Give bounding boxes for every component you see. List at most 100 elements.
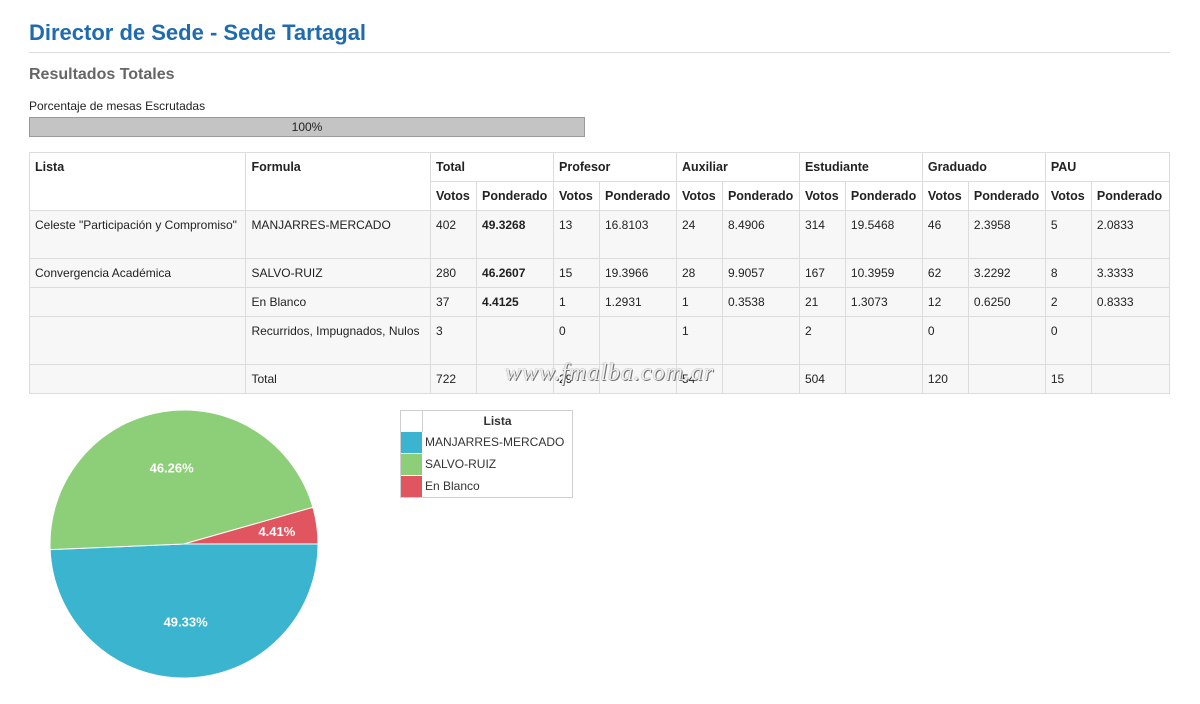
cell-graduado-ponderado: 3.2292	[967, 258, 1046, 288]
cell-auxiliar-ponderado	[721, 316, 800, 365]
progress-fill	[30, 118, 584, 136]
sub-header-ponderado: Ponderado	[476, 181, 554, 211]
cell-total-ponderado: 49.3268	[476, 210, 554, 259]
cell-estudiante-ponderado	[844, 316, 923, 365]
table-row: Celeste "Participación y Compromiso" MAN…	[28, 210, 1171, 259]
cell-estudiante-votos: 314	[798, 210, 846, 259]
cell-lista	[28, 287, 247, 317]
col-header-profesor: Profesor	[553, 152, 677, 182]
cell-estudiante-ponderado: 10.3959	[844, 258, 923, 288]
table-row: En Blanco 37 4.4125 1 1.2931 1 0.3538 21…	[28, 287, 1171, 317]
title-divider	[29, 52, 1170, 53]
cell-graduado-votos: 12	[921, 287, 969, 317]
cell-estudiante-votos: 2	[798, 316, 846, 365]
cell-auxiliar-ponderado: 9.9057	[721, 258, 800, 288]
cell-formula: En Blanco	[245, 287, 432, 317]
cell-profesor-votos: 1	[553, 287, 600, 317]
col-header-pau: PAU	[1044, 152, 1171, 182]
sub-header-ponderado: Ponderado	[1090, 181, 1171, 211]
cell-estudiante-ponderado: 1.3073	[844, 287, 923, 317]
cell-auxiliar-votos: 24	[675, 210, 723, 259]
sub-header-ponderado: Ponderado	[844, 181, 923, 211]
cell-lista	[28, 316, 247, 365]
cell-profesor-ponderado: 16.8103	[598, 210, 677, 259]
sub-header-votos: Votos	[553, 181, 600, 211]
cell-estudiante-ponderado	[844, 364, 923, 394]
cell-total-ponderado: 46.2607	[476, 258, 554, 288]
cell-profesor-ponderado: 1.2931	[598, 287, 677, 317]
pie-slice	[183, 506, 319, 545]
sub-header-votos: Votos	[1044, 181, 1092, 211]
cell-formula: MANJARRES-MERCADO	[245, 210, 432, 259]
cell-profesor-votos: 15	[553, 258, 600, 288]
cell-total-votos: 402	[430, 210, 478, 259]
cell-formula: SALVO-RUIZ	[245, 258, 432, 288]
cell-total-votos: 3	[430, 316, 478, 365]
progress-text: 100%	[291, 120, 323, 134]
cell-pau-votos: 5	[1044, 210, 1092, 259]
pie-slice	[49, 543, 319, 679]
cell-lista	[28, 364, 247, 394]
col-header-estudiante: Estudiante	[798, 152, 923, 182]
table-row: Recurridos, Impugnados, Nulos 3 0 1 2 0 …	[28, 316, 1171, 365]
col-header-formula: Formula	[245, 152, 432, 211]
cell-pau-votos: 0	[1044, 316, 1092, 365]
cell-pau-votos: 8	[1044, 258, 1092, 288]
cell-formula: Total	[245, 364, 432, 394]
sub-header-ponderado: Ponderado	[721, 181, 800, 211]
legend-swatch	[401, 432, 422, 453]
cell-pau-ponderado	[1090, 316, 1171, 365]
cell-profesor-votos: 13	[553, 210, 600, 259]
pie-slice-label: 49.33%	[164, 615, 209, 630]
cell-pau-votos: 15	[1044, 364, 1092, 394]
table-header-row: Lista Formula Total Profesor Auxiliar Es…	[28, 152, 1171, 211]
page-title: Director de Sede - Sede Tartagal	[29, 20, 367, 45]
cell-profesor-votos: 0	[553, 316, 600, 365]
cell-graduado-votos: 120	[921, 364, 969, 394]
cell-graduado-ponderado	[967, 364, 1046, 394]
cell-graduado-ponderado: 2.3958	[967, 210, 1046, 259]
table-row-total: Total 722 29 54 504 120 15	[28, 364, 1171, 394]
sub-header-votos: Votos	[675, 181, 723, 211]
cell-graduado-votos: 62	[921, 258, 969, 288]
cell-lista: Celeste "Participación y Compromiso"	[28, 210, 247, 259]
pie-chart: 49.33% 46.26% 4.41%	[0, 400, 380, 699]
col-header-total: Total	[430, 152, 554, 182]
cell-formula: Recurridos, Impugnados, Nulos	[245, 316, 432, 365]
cell-pau-ponderado: 2.0833	[1090, 210, 1171, 259]
results-table: Lista Formula Total Profesor Auxiliar Es…	[28, 152, 1171, 394]
cell-estudiante-votos: 167	[798, 258, 846, 288]
cell-profesor-ponderado: 19.3966	[598, 258, 677, 288]
cell-lista: Convergencia Académica	[28, 258, 247, 288]
progress-label: Porcentaje de mesas Escrutadas	[29, 99, 206, 113]
cell-total-ponderado	[476, 364, 554, 394]
cell-graduado-votos: 46	[921, 210, 969, 259]
cell-estudiante-votos: 21	[798, 287, 846, 317]
cell-auxiliar-ponderado: 8.4906	[721, 210, 800, 259]
col-header-graduado: Graduado	[921, 152, 1046, 182]
pie-slice-label: 46.26%	[150, 460, 195, 475]
cell-auxiliar-ponderado	[721, 364, 800, 394]
cell-graduado-ponderado	[967, 316, 1046, 365]
cell-pau-ponderado	[1090, 364, 1171, 394]
cell-profesor-ponderado	[598, 364, 677, 394]
pie-chart-svg: 49.33% 46.26% 4.41%	[49, 409, 319, 679]
cell-auxiliar-ponderado: 0.3538	[721, 287, 800, 317]
cell-pau-ponderado: 0.8333	[1090, 287, 1171, 317]
cell-total-votos: 280	[430, 258, 478, 288]
sub-header-votos: Votos	[921, 181, 969, 211]
cell-profesor-ponderado	[598, 316, 677, 365]
legend-swatch	[401, 454, 422, 475]
cell-auxiliar-votos: 1	[675, 287, 723, 317]
cell-total-ponderado	[476, 316, 554, 365]
sub-header-ponderado: Ponderado	[598, 181, 677, 211]
legend-title: Lista	[483, 414, 512, 428]
col-header-auxiliar: Auxiliar	[675, 152, 800, 182]
cell-estudiante-votos: 504	[798, 364, 846, 394]
progress-bar: 100%	[29, 117, 585, 137]
cell-total-votos: 37	[430, 287, 478, 317]
cell-graduado-ponderado: 0.6250	[967, 287, 1046, 317]
legend-item: SALVO-RUIZ	[401, 454, 572, 475]
cell-auxiliar-votos: 28	[675, 258, 723, 288]
sub-header-votos: Votos	[798, 181, 846, 211]
